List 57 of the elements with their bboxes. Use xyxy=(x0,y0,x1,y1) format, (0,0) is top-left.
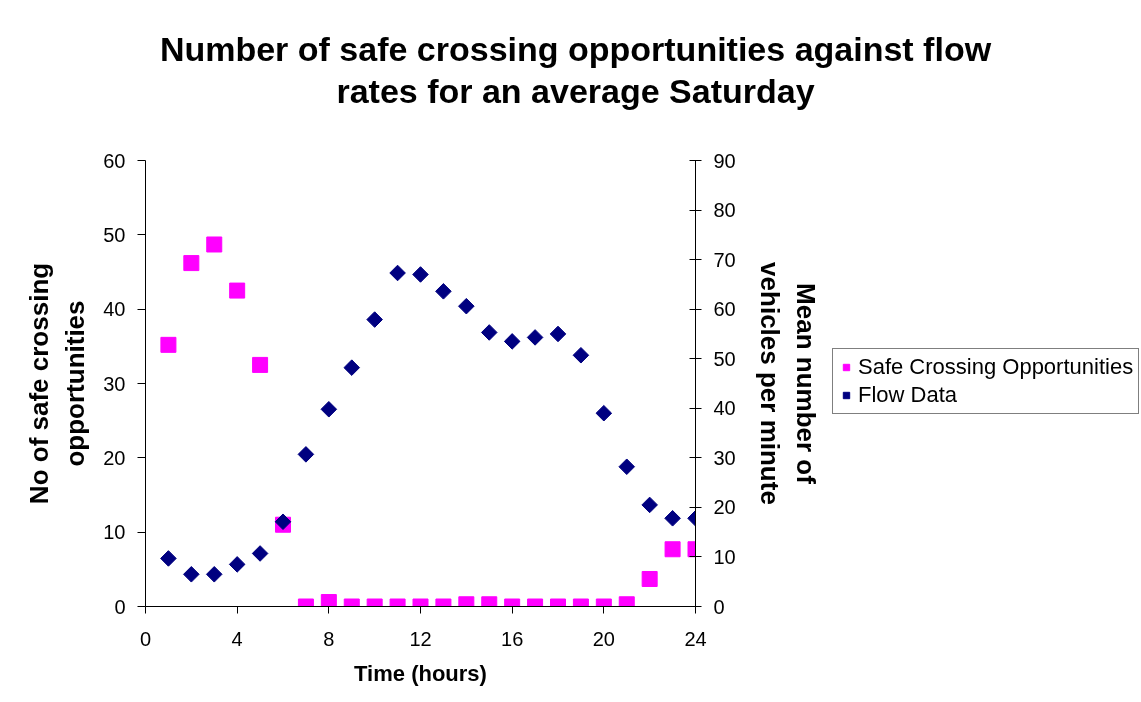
y-tick-label: 40 xyxy=(103,298,126,321)
point xyxy=(526,329,544,346)
y2-tick-label: 50 xyxy=(713,347,736,370)
point xyxy=(228,556,246,573)
x-tick-label: 12 xyxy=(409,627,432,650)
point xyxy=(389,264,406,282)
point xyxy=(160,550,177,567)
point xyxy=(618,458,636,476)
y2-tick-label: 20 xyxy=(713,496,736,519)
x-axis-title: Time (hours) xyxy=(354,660,487,686)
y-axis-title: No of safe crossing opportunities xyxy=(24,262,91,505)
point xyxy=(458,297,475,315)
y-tick-label: 20 xyxy=(103,446,126,469)
y-tick-label: 50 xyxy=(103,223,126,246)
point xyxy=(183,566,200,583)
point xyxy=(205,566,223,583)
point xyxy=(641,496,658,514)
y-tick-label: 30 xyxy=(103,372,126,395)
point xyxy=(252,356,269,373)
legend-label: Flow Data xyxy=(858,382,958,408)
point xyxy=(435,283,452,300)
y2-tick-label: 0 xyxy=(713,595,725,618)
y2-axis-title: Mean number of vehicles per minute xyxy=(754,262,821,505)
legend-label: Safe Crossing Opportunities xyxy=(858,354,1134,380)
point xyxy=(297,446,315,463)
point xyxy=(229,282,246,299)
point xyxy=(480,324,498,341)
point xyxy=(343,359,361,376)
y2-tick-label: 70 xyxy=(713,248,736,271)
x-tick-label: 4 xyxy=(231,627,243,650)
point xyxy=(572,346,590,364)
x-tick-label: 16 xyxy=(501,627,524,650)
y2-tick-label: 80 xyxy=(713,199,736,222)
y2-tick-label: 40 xyxy=(713,397,736,420)
x-tick-label: 24 xyxy=(684,627,707,650)
point xyxy=(595,404,613,422)
point xyxy=(412,266,429,283)
x-tick-label: 20 xyxy=(592,627,615,650)
x-tick-label: 8 xyxy=(323,627,335,650)
y-tick-label: 60 xyxy=(103,149,126,172)
point xyxy=(503,333,521,350)
point xyxy=(160,336,177,353)
point xyxy=(320,400,338,418)
point xyxy=(183,255,200,272)
point xyxy=(206,236,223,253)
point xyxy=(251,545,269,562)
y2-tick-label: 60 xyxy=(713,298,736,321)
y2-tick-label: 90 xyxy=(713,149,736,172)
y-tick-label: 10 xyxy=(103,521,126,544)
y2-tick-label: 30 xyxy=(713,446,736,469)
y2-tick-label: 10 xyxy=(713,545,736,568)
x-tick-label: 0 xyxy=(139,627,152,650)
point xyxy=(366,311,383,328)
point xyxy=(549,325,567,343)
point xyxy=(664,510,681,527)
y-tick-label: 0 xyxy=(114,595,126,618)
chart-title: Number of safe crossing opportunities against flow rates for an average Saturday xyxy=(158,29,993,112)
